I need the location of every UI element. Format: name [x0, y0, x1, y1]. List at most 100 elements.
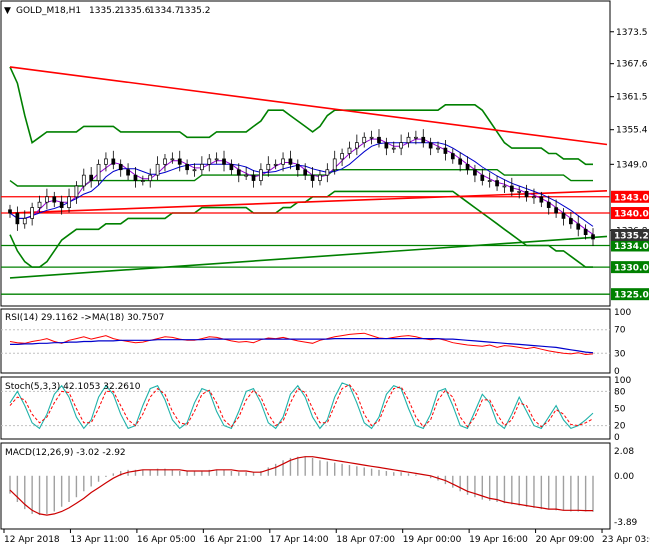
candle-body-14: [111, 158, 116, 165]
bollinger-middle: [9, 169, 593, 187]
stoch-tick-label-0: 100: [614, 376, 631, 386]
rsi-tick-label-2: 30: [614, 349, 626, 359]
time-tick-label-2: 16 Apr 05:00: [137, 535, 196, 545]
candle-body-55: [414, 136, 418, 139]
candle-body-35: [266, 163, 271, 171]
candle-body-18: [140, 180, 145, 182]
level-badge-3: [611, 261, 649, 274]
candle-body-13: [104, 158, 108, 165]
price-tick-label-1: 1367.6: [616, 60, 648, 70]
candle-body-37: [281, 158, 285, 165]
candle-body-0: [8, 209, 12, 214]
trendline-1: [9, 190, 608, 214]
macd-label: MACD(12,26,9) -3.02 -2.92: [5, 448, 126, 458]
candle-body-39: [295, 163, 300, 171]
rsi-series: 100 70 30 0: [1, 308, 631, 377]
rsi-tick-label-0: 100: [614, 308, 631, 318]
candle-body-69: [517, 191, 522, 193]
candle-body-70: [524, 191, 529, 198]
level-badge-0: [611, 190, 649, 203]
stoch-label: Stoch(5,3,3) 42.1053 32.2610: [5, 382, 141, 392]
candle-body-49: [369, 136, 374, 139]
candle-body-42: [318, 174, 322, 181]
candle-body-19: [148, 174, 153, 181]
candle-body-51: [384, 142, 389, 149]
ohlc-low: 1334.7: [149, 6, 181, 16]
candle-body-46: [347, 147, 352, 154]
candle-body-16: [126, 169, 130, 176]
candle-body-64: [480, 174, 485, 181]
candle-body-26: [200, 163, 204, 171]
time-tick-label-6: 19 Apr 00:00: [403, 535, 462, 545]
candle-body-63: [473, 169, 477, 176]
candle-body-57: [428, 142, 433, 149]
main-series: [1, 66, 610, 295]
time-tick-label-7: 19 Apr 16:00: [469, 535, 528, 545]
candle-body-58: [436, 147, 440, 150]
price-tick-label-0: 1373.5: [616, 28, 648, 38]
candle-body-29: [222, 158, 226, 165]
current-price-badge: [611, 228, 649, 241]
candle-body-24: [185, 163, 189, 171]
time-tick-label-9: 23 Apr 03:00: [602, 535, 650, 545]
candle-body-27: [207, 158, 212, 165]
macd-series: 2.08 0.00 -3.89: [9, 447, 638, 528]
level-badge-2: [611, 239, 649, 252]
candle-body-47: [354, 142, 359, 149]
ohlc-close: 1335.2: [179, 6, 211, 16]
candle-body-9: [74, 185, 79, 198]
candle-body-59: [443, 147, 448, 154]
level-badge-4: [611, 288, 649, 301]
candle-body-40: [303, 169, 308, 176]
candle-body-28: [214, 158, 219, 161]
level-badge-label-3: 1330.0: [614, 264, 649, 274]
trendline-2: [9, 235, 608, 279]
candle-body-77: [576, 223, 581, 230]
candle-body-45: [340, 153, 344, 160]
candle-body-60: [450, 153, 455, 160]
candle-body-25: [192, 169, 197, 172]
candle-body-73: [546, 201, 551, 208]
time-tick-label-5: 18 Apr 07:00: [336, 535, 395, 545]
main-panel-frame: [0, 0, 611, 307]
rsi-tick-label-3: 0: [614, 367, 620, 377]
trendline-0: [9, 66, 608, 146]
stoch-d-line: [9, 383, 594, 428]
level-badge-1: [611, 207, 649, 220]
candle-body-36: [273, 163, 278, 166]
rsi-tick-label-1: 70: [614, 326, 626, 336]
symbol-label: GOLD_M18,H1: [16, 6, 81, 16]
macd-tick-label-1: 0.00: [614, 472, 634, 482]
candle-body-79: [591, 234, 595, 240]
time-tick-label-3: 16 Apr 21:00: [203, 535, 262, 545]
candle-body-1: [15, 212, 20, 225]
rsi-line: [9, 332, 594, 356]
candle-body-41: [310, 174, 315, 181]
candle-body-62: [465, 163, 470, 171]
candle-body-54: [406, 136, 411, 144]
time-tick-label-8: 20 Apr 09:00: [536, 535, 595, 545]
stoch-tick-label-4: 0: [614, 433, 620, 443]
level-badge-label-4: 1325.0: [614, 291, 649, 301]
candle-body-71: [532, 196, 536, 199]
level-badge-label-1: 1340.0: [614, 210, 649, 220]
candle-body-15: [118, 163, 123, 171]
candle-body-7: [59, 201, 64, 208]
time-tick-label-4: 17 Apr 14:00: [270, 535, 329, 545]
rsi-ma-line: [10, 338, 594, 354]
stoch-panel-frame: [0, 376, 611, 440]
candle-body-72: [539, 196, 544, 203]
candle-body-21: [163, 158, 167, 165]
candle-body-68: [509, 185, 514, 192]
candle-body-50: [377, 136, 381, 144]
level-badge-label-2: 1334.0: [614, 242, 649, 252]
candle-body-10: [81, 174, 86, 187]
candle-body-31: [236, 169, 241, 176]
candle-body-78: [583, 228, 588, 236]
candle-body-61: [458, 158, 463, 165]
current-price-label: 1335.2: [614, 231, 649, 241]
candle-body-2: [22, 218, 27, 225]
candle-body-12: [96, 163, 101, 181]
